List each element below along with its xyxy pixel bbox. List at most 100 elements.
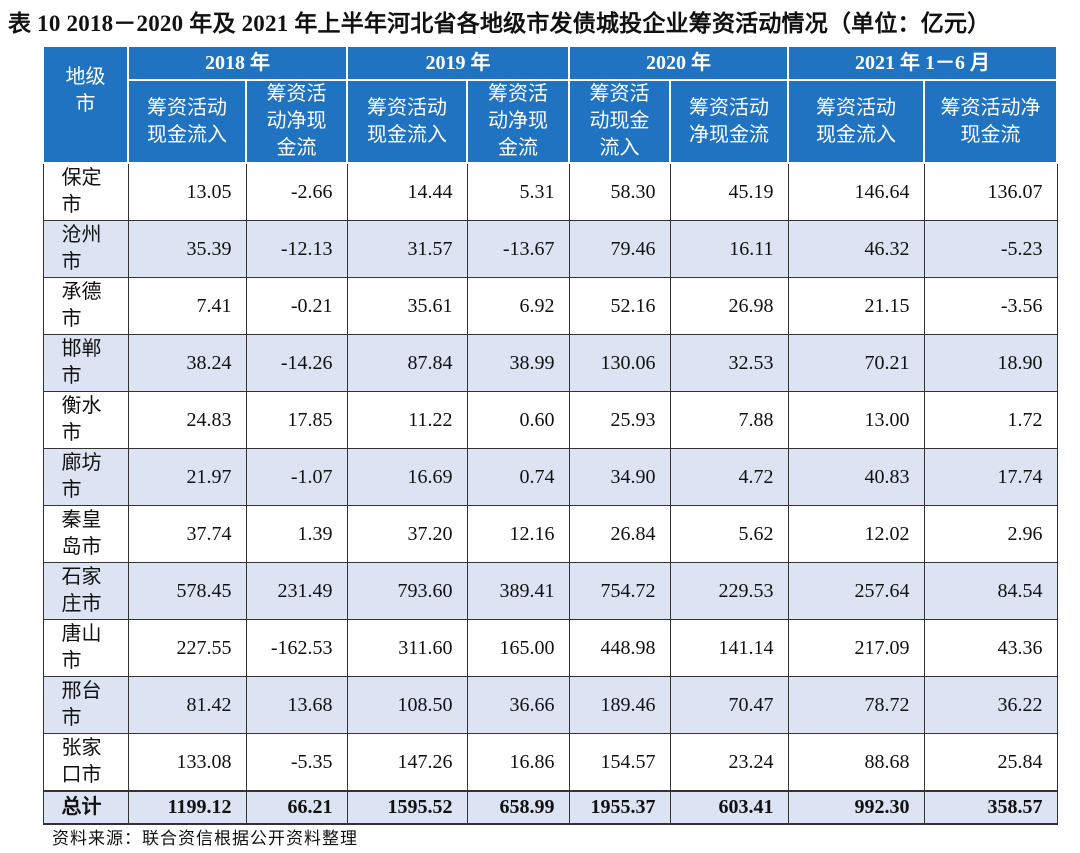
value-cell: 78.72 [787, 676, 925, 734]
value-cell: 0.74 [466, 448, 570, 506]
value-cell: 13.00 [787, 391, 925, 449]
value-cell: 36.22 [923, 676, 1058, 734]
table-row: 秦皇 岛市 37.74 1.39 37.20 12.16 26.84 5.62 12.02 2.… [42, 505, 1058, 563]
value-cell: 38.99 [466, 334, 570, 392]
header-subcolumn: 筹资活动净 现金流 [923, 79, 1058, 164]
value-cell: 7.88 [669, 391, 789, 449]
value-cell: 133.08 [127, 733, 247, 792]
value-cell: -13.67 [466, 220, 570, 278]
value-cell: 389.41 [466, 562, 570, 620]
header-year: 2018 年 [127, 45, 348, 81]
value-cell: 21.15 [787, 277, 925, 335]
value-cell: 35.39 [127, 220, 247, 278]
value-cell: 754.72 [568, 562, 671, 620]
header-year: 2019 年 [346, 45, 570, 81]
value-cell: 578.45 [127, 562, 247, 620]
header-subcolumn: 筹资活 动现金 流入 [568, 79, 671, 164]
city-cell: 廊坊 市 [42, 448, 129, 506]
city-cell: 承德 市 [42, 277, 129, 335]
value-cell: 108.50 [346, 676, 468, 734]
header-subcolumn: 筹资活动 现金流入 [127, 79, 247, 164]
value-cell: 14.44 [346, 162, 468, 221]
value-cell: 40.83 [787, 448, 925, 506]
city-cell: 邢台 市 [42, 676, 129, 734]
header-city-label: 地级 市 [65, 65, 106, 115]
value-cell: 12.16 [466, 505, 570, 563]
value-cell: 25.93 [568, 391, 671, 449]
value-cell: 6.92 [466, 277, 570, 335]
value-cell: 24.83 [127, 391, 247, 449]
value-cell: 217.09 [787, 619, 925, 677]
value-cell: 603.41 [669, 790, 789, 825]
value-cell: 25.84 [923, 733, 1058, 792]
value-cell: 17.85 [245, 391, 348, 449]
table-row: 张家 口市 133.08 -5.35 147.26 16.86 154.57 23.24 88… [42, 733, 1058, 792]
table-row: 沧州 市 35.39 -12.13 31.57 -13.67 79.46 16.11 46.3… [42, 220, 1058, 278]
value-cell: 13.05 [127, 162, 247, 221]
value-cell: 189.46 [568, 676, 671, 734]
value-cell: 5.62 [669, 505, 789, 563]
value-cell: 37.74 [127, 505, 247, 563]
value-cell: 793.60 [346, 562, 468, 620]
value-cell: -5.35 [245, 733, 348, 792]
city-cell: 沧州 市 [42, 220, 129, 278]
value-cell: 37.20 [346, 505, 468, 563]
value-cell: 12.02 [787, 505, 925, 563]
value-cell: 13.68 [245, 676, 348, 734]
value-cell: 658.99 [466, 790, 570, 825]
header-subcolumn: 筹资活动 净现金流 [669, 79, 789, 164]
value-cell: 32.53 [669, 334, 789, 392]
value-cell: 23.24 [669, 733, 789, 792]
table-row: 石家 庄市 578.45 231.49 793.60 389.41 754.72 229.5… [42, 562, 1058, 620]
value-cell: 229.53 [669, 562, 789, 620]
value-cell: 18.90 [923, 334, 1058, 392]
value-cell: 992.30 [787, 790, 925, 825]
value-cell: 147.26 [346, 733, 468, 792]
value-cell: 35.61 [346, 277, 468, 335]
value-cell: 154.57 [568, 733, 671, 792]
value-cell: 16.11 [669, 220, 789, 278]
value-cell: 52.16 [568, 277, 671, 335]
value-cell: 165.00 [466, 619, 570, 677]
table-row: 廊坊 市 21.97 -1.07 16.69 0.74 34.90 4.72 40.83 17.… [42, 448, 1058, 506]
value-cell: 1199.12 [127, 790, 247, 825]
value-cell: 257.64 [787, 562, 925, 620]
table-row: 邢台 市 81.42 13.68 108.50 36.66 189.46 70.47 78.7… [42, 676, 1058, 734]
value-cell: 448.98 [568, 619, 671, 677]
value-cell: 34.90 [568, 448, 671, 506]
financing-table: 地级 市 2018 年 2019 年 2020 年 2021 年 1－6 月 筹… [42, 45, 1058, 825]
header-year: 2021 年 1－6 月 [787, 45, 1058, 81]
value-cell: 26.84 [568, 505, 671, 563]
city-cell: 总计 [42, 790, 129, 825]
header-subcolumn: 筹资活 动净现 金流 [245, 79, 348, 164]
value-cell: 141.14 [669, 619, 789, 677]
value-cell: 1955.37 [568, 790, 671, 825]
value-cell: 21.97 [127, 448, 247, 506]
city-cell: 衡水 市 [42, 391, 129, 449]
value-cell: 70.21 [787, 334, 925, 392]
value-cell: -5.23 [923, 220, 1058, 278]
value-cell: 146.64 [787, 162, 925, 221]
value-cell: 43.36 [923, 619, 1058, 677]
value-cell: -12.13 [245, 220, 348, 278]
value-cell: 45.19 [669, 162, 789, 221]
header-subcolumn: 筹资活动 现金流入 [787, 79, 925, 164]
value-cell: 0.60 [466, 391, 570, 449]
value-cell: 1.72 [923, 391, 1058, 449]
value-cell: 2.96 [923, 505, 1058, 563]
city-cell: 张家 口市 [42, 733, 129, 792]
value-cell: -162.53 [245, 619, 348, 677]
table-title: 表 10 2018－2020 年及 2021 年上半年河北省各地级市发债城投企业… [8, 11, 991, 36]
value-cell: 16.86 [466, 733, 570, 792]
value-cell: 66.21 [245, 790, 348, 825]
source-note: 资料来源：联合资信根据公开资料整理 [52, 829, 358, 849]
city-cell: 保定 市 [42, 162, 129, 221]
value-cell: 87.84 [346, 334, 468, 392]
city-cell: 秦皇 岛市 [42, 505, 129, 563]
value-cell: 231.49 [245, 562, 348, 620]
header-subcolumn: 筹资活动 现金流入 [346, 79, 468, 164]
city-cell: 唐山 市 [42, 619, 129, 677]
value-cell: 5.31 [466, 162, 570, 221]
value-cell: 88.68 [787, 733, 925, 792]
city-cell: 邯郸 市 [42, 334, 129, 392]
